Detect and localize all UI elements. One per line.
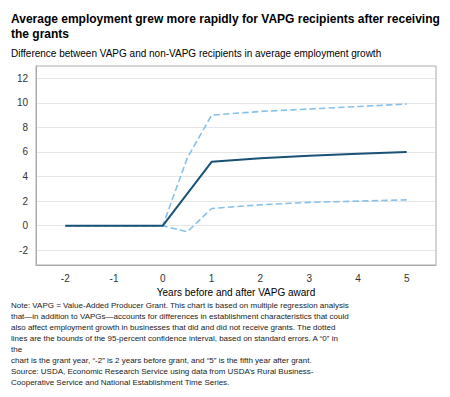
svg-text:-2: -2 [61,273,70,284]
svg-text:lines are the bounds of the 95: lines are the bounds of the 95-percent c… [11,334,340,343]
svg-text:8: 8 [22,122,28,133]
svg-text:also affect employment growth: also affect employment growth in busines… [11,323,335,332]
svg-text:3: 3 [306,273,312,284]
svg-text:4: 4 [22,171,28,182]
svg-text:Average employment grew more r: Average employment grew more rapidly for… [11,12,443,26]
svg-text:0: 0 [22,220,28,231]
svg-text:1: 1 [209,273,215,284]
svg-text:0: 0 [160,273,166,284]
svg-text:6: 6 [22,146,28,157]
svg-text:-1: -1 [110,273,119,284]
svg-text:10: 10 [17,97,29,108]
svg-text:Note: VAPG = Value-Added Produ: Note: VAPG = Value-Added Producer Grant.… [11,301,349,310]
svg-text:that—in addition to VAPGs—acco: that—in addition to VAPGs—accounts for d… [11,312,349,321]
svg-text:12: 12 [17,73,29,84]
svg-text:Cooperative Service and Nation: Cooperative Service and National Establi… [11,378,229,387]
svg-text:4: 4 [355,273,361,284]
svg-text:the grants: the grants [11,27,69,41]
svg-text:the: the [11,345,23,354]
svg-text:Difference between VAPG and no: Difference between VAPG and non-VAPG rec… [11,48,381,59]
svg-text:Years before and after VAPG aw: Years before and after VAPG award [157,287,315,298]
svg-text:-2: -2 [19,245,28,256]
svg-text:Source: USDA, Economic Researc: Source: USDA, Economic Research Service … [11,367,314,376]
svg-text:2: 2 [22,196,28,207]
svg-text:chart is the grant year, “-2”: chart is the grant year, “-2” is 2 years… [11,356,312,365]
svg-text:2: 2 [258,273,264,284]
svg-text:5: 5 [404,273,410,284]
